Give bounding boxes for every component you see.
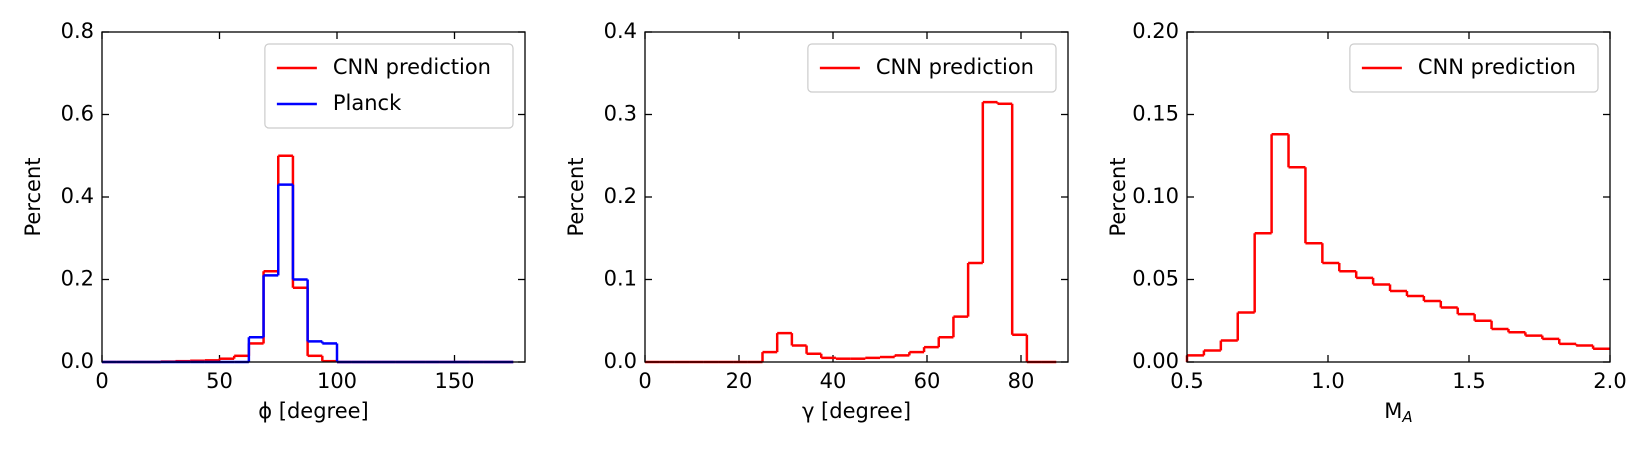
y-tick-label: 0.00 [1132, 349, 1179, 373]
x-tick-label: 80 [1008, 369, 1035, 393]
x-tick-label: 1.0 [1311, 369, 1344, 393]
axes-frame [101, 31, 526, 363]
axes-frame [1186, 31, 1611, 363]
y-tick-label: 0.4 [61, 184, 94, 208]
plot-area [1185, 133, 1610, 362]
y-tick-label: 0.6 [61, 102, 94, 126]
legend-box [1349, 43, 1599, 93]
y-axis-label: Percent [1106, 157, 1130, 236]
y-axis-label: Percent [21, 157, 45, 236]
x-tick-label: 150 [434, 369, 474, 393]
legend-label: CNN prediction [876, 55, 1034, 79]
x-tick-label: 40 [820, 369, 847, 393]
y-tick-label: 0.0 [604, 349, 637, 373]
x-axis-label-text: M [1384, 399, 1402, 423]
legend: CNN prediction Planck [264, 43, 514, 129]
y-tick-label: 0.2 [604, 184, 637, 208]
legend-label: CNN prediction [1418, 55, 1576, 79]
legend: CNN prediction [1349, 43, 1599, 93]
x-tick-label: 60 [914, 369, 941, 393]
y-tick-label: 0.2 [61, 267, 94, 291]
x-axis-label: γ [degree] [802, 399, 911, 423]
x-axis-label-text: ϕ [degree] [258, 399, 369, 423]
x-tick-label: 0.5 [1170, 369, 1203, 393]
legend-label: CNN prediction [333, 55, 491, 79]
x-axis-label-text: γ [degree] [802, 399, 911, 423]
x-tick-label: 50 [206, 369, 233, 393]
y-tick-label: 0.15 [1132, 102, 1179, 126]
y-tick-label: 0.20 [1132, 19, 1179, 43]
x-tick-label: 1.5 [1452, 369, 1485, 393]
y-tick-label: 0.4 [604, 19, 637, 43]
legend-label: Planck [333, 91, 402, 115]
x-axis-label-sub: A [1401, 408, 1412, 426]
x-tick-label: 20 [726, 369, 753, 393]
y-tick-label: 0.8 [61, 19, 94, 43]
y-tick-label: 0.3 [604, 102, 637, 126]
y-tick-label: 0.1 [604, 267, 637, 291]
y-tick-label: 0.10 [1132, 184, 1179, 208]
x-tick-label: 0 [638, 369, 651, 393]
x-axis-label: ϕ [degree] [258, 399, 369, 423]
plot-area [645, 100, 1057, 364]
x-axis-label: MA [1384, 399, 1412, 426]
plot-area [102, 154, 514, 364]
legend-box [807, 43, 1057, 93]
legend: CNN prediction [807, 43, 1057, 93]
y-axis-label: Percent [564, 157, 588, 236]
x-tick-label: 0 [95, 369, 108, 393]
y-tick-label: 0.0 [61, 349, 94, 373]
x-tick-label: 100 [317, 369, 357, 393]
y-tick-label: 0.05 [1132, 267, 1179, 291]
axes-frame [644, 31, 1069, 363]
x-tick-label: 2.0 [1593, 369, 1626, 393]
legend-box [264, 43, 514, 129]
